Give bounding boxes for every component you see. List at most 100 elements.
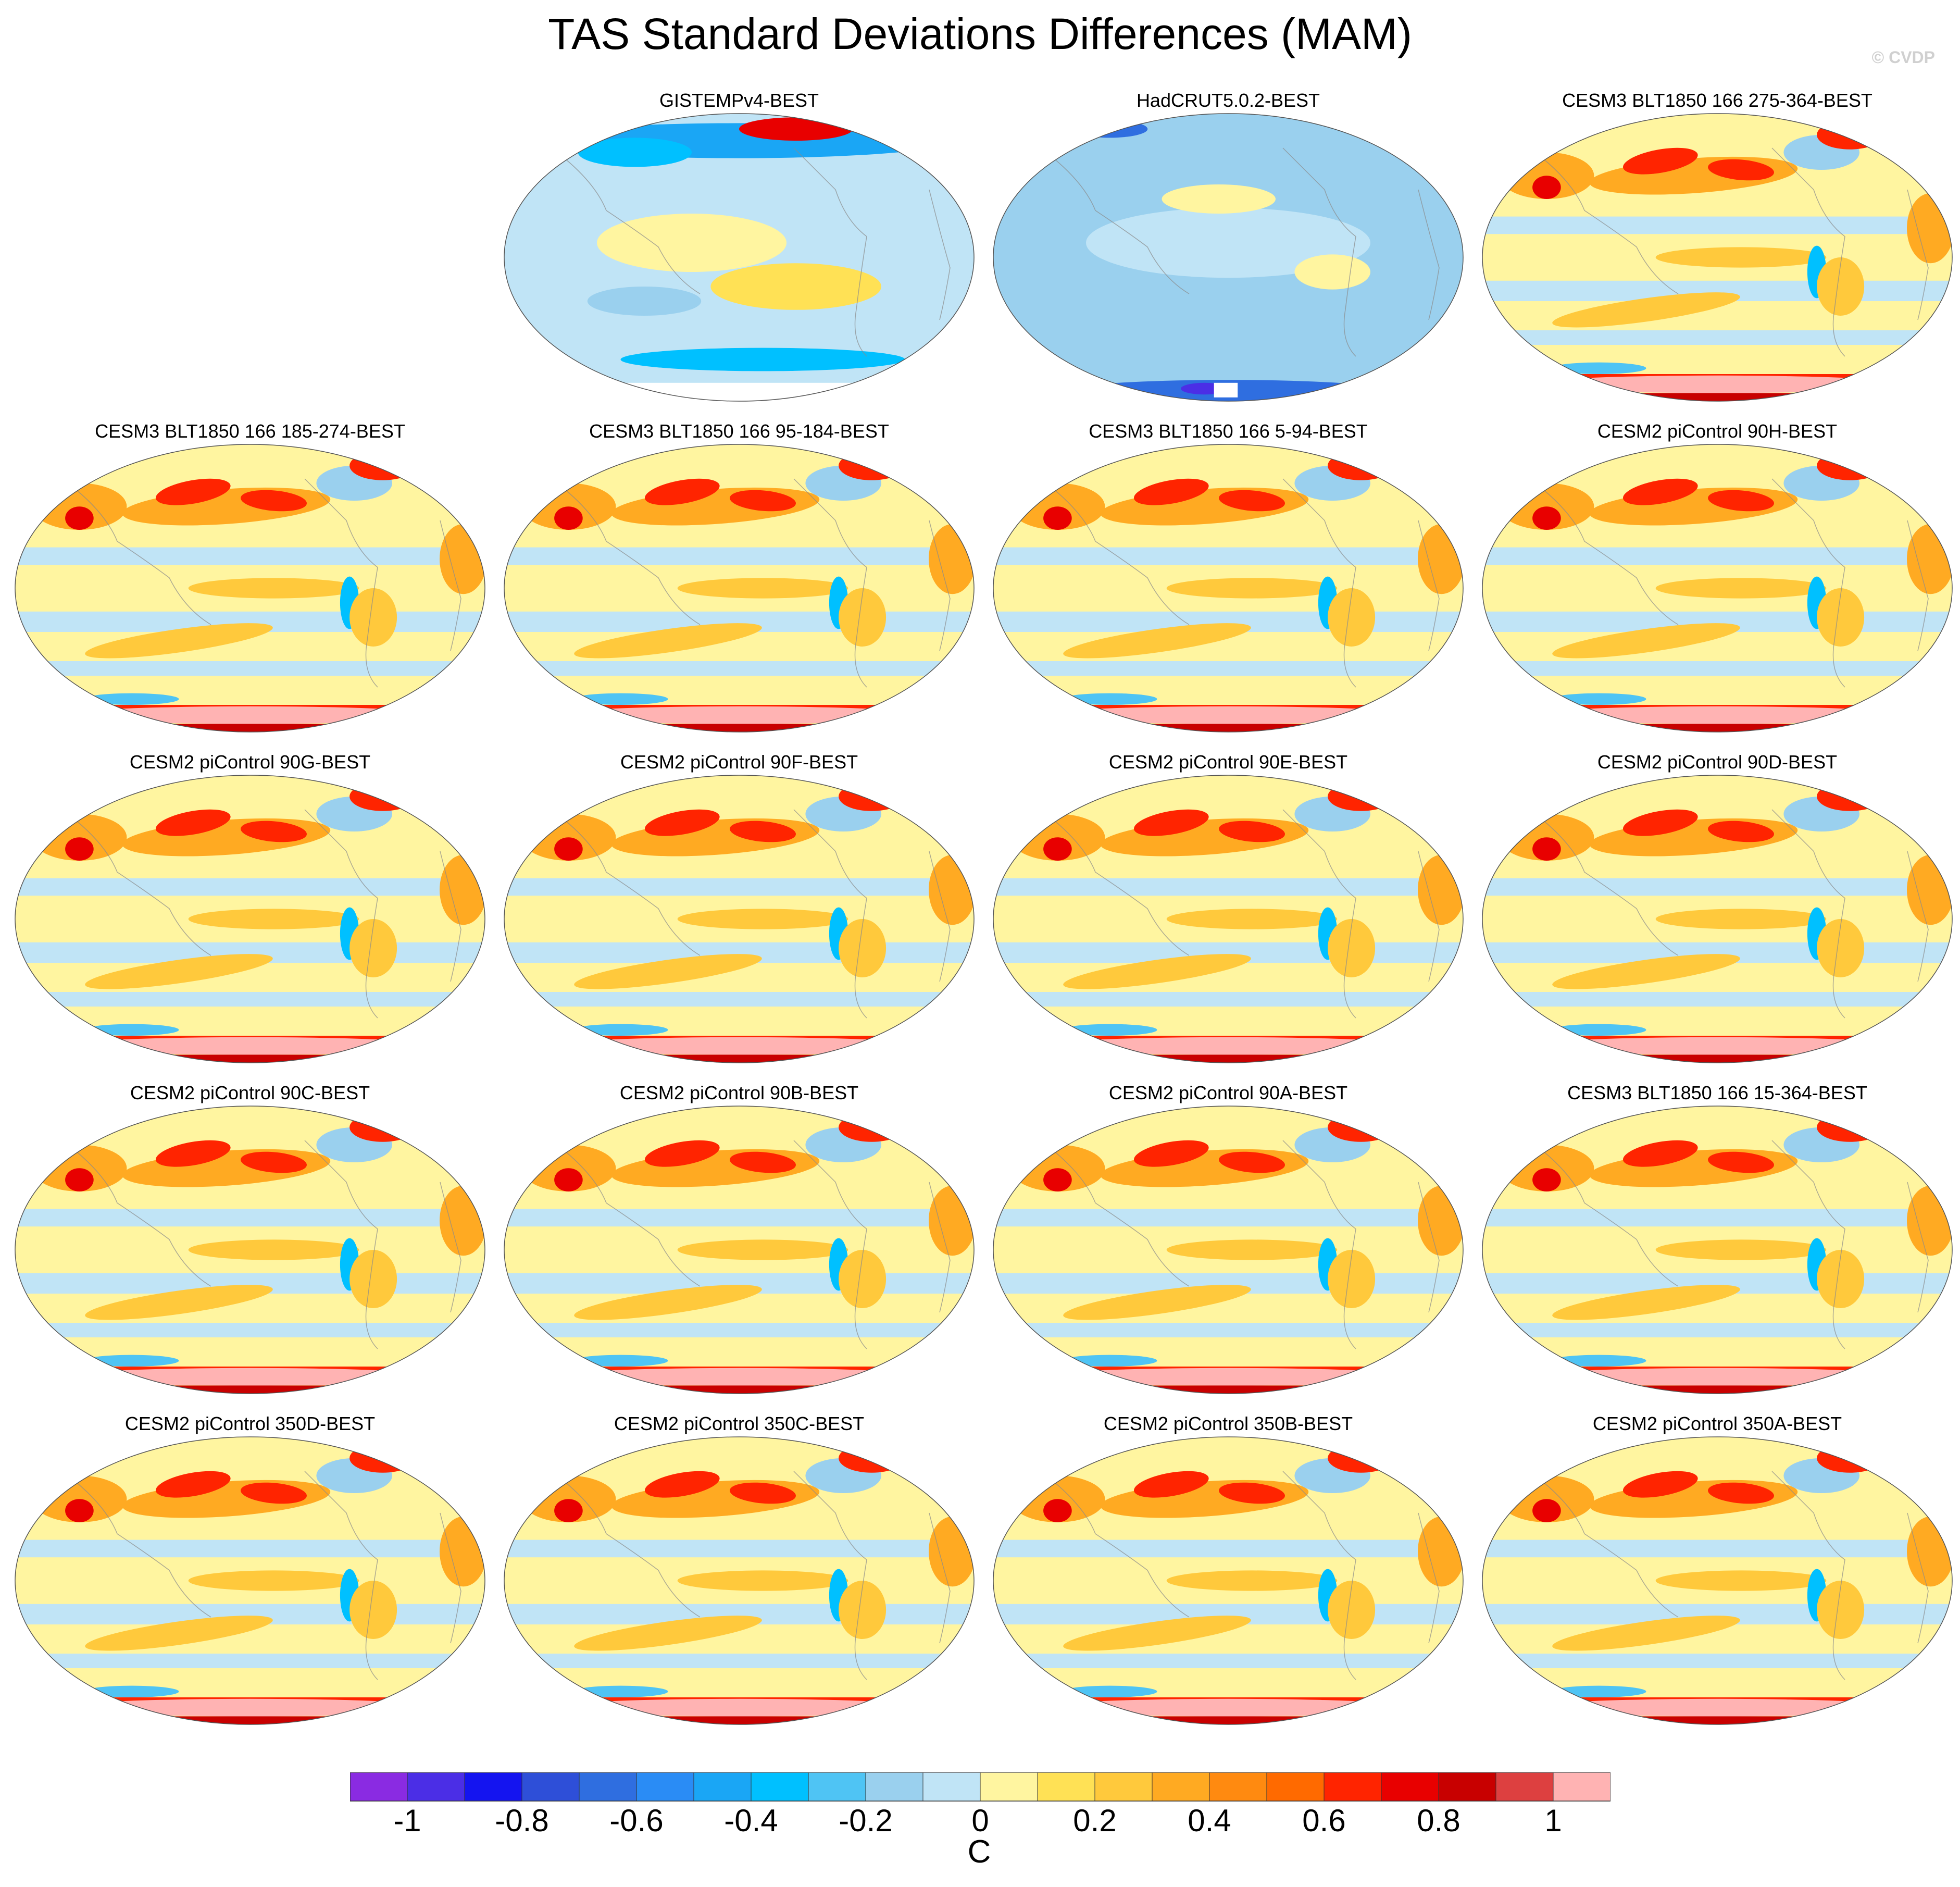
anomaly-patch <box>1532 837 1561 861</box>
colorbar-box <box>350 1772 408 1801</box>
panel-title: CESM2 piControl 90C-BEST <box>130 1082 370 1103</box>
anomaly-patch <box>1134 478 1209 505</box>
colorbar-box <box>1439 1772 1496 1801</box>
map-panel: CESM2 piControl 90H-BEST <box>1478 419 1957 753</box>
panel-title: CESM2 piControl 350A-BEST <box>1592 1413 1842 1434</box>
colorbar-tick-label: 0.6 <box>1302 1803 1345 1835</box>
coastline <box>1771 809 1845 1019</box>
colorbar-frame <box>350 1772 1611 1802</box>
coastline <box>1542 820 1679 956</box>
map-panel: CESM2 piControl 90B-BEST <box>500 1081 979 1414</box>
colorbar-box <box>579 1772 637 1801</box>
anomaly-patch <box>645 478 720 505</box>
anomaly-patch <box>1850 781 1888 800</box>
anomaly-patch <box>349 919 397 977</box>
anomaly-patch <box>730 821 796 842</box>
map-panel: CESM2 piControl 90E-BEST <box>989 750 1468 1084</box>
panel-title: CESM3 BLT1850 166 15-364-BEST <box>1567 1082 1867 1103</box>
anomaly-patch <box>710 263 881 310</box>
map-plot <box>15 444 485 733</box>
anomaly-patch <box>1328 781 1394 811</box>
colorbar-box <box>1553 1772 1611 1801</box>
anomaly-patch <box>677 909 848 929</box>
anomaly-patch <box>1551 1355 1646 1367</box>
coastline <box>793 809 867 1019</box>
anomaly-patch <box>1528 706 1907 724</box>
colorbar-box <box>808 1772 866 1801</box>
anomaly-band <box>504 1054 974 1063</box>
map-plot <box>504 1436 975 1725</box>
anomaly-band <box>15 661 485 676</box>
map-panel: HadCRUT5.0.2-BEST <box>989 89 1468 422</box>
anomaly-patch <box>1328 1443 1394 1473</box>
panel-title: CESM3 BLT1850 166 185-274-BEST <box>95 420 405 442</box>
anomaly-patch <box>1063 1285 1251 1320</box>
anomaly-patch <box>1528 375 1907 393</box>
map-plot <box>15 1106 485 1394</box>
coastline <box>1907 1182 1929 1313</box>
map-border <box>1482 775 1953 1063</box>
anomaly-patch <box>1850 120 1888 138</box>
coastline <box>1282 478 1356 688</box>
anomaly-patch <box>156 478 231 505</box>
anomaly-patch <box>156 1471 231 1498</box>
map-border <box>504 1436 975 1725</box>
coastline <box>1771 147 1845 357</box>
colorbar-tick-label: -1 <box>393 1803 421 1835</box>
colorbar-tick-label: -0.2 <box>839 1803 892 1835</box>
anomaly-patch <box>871 451 910 469</box>
colorbar-tick-label: -0.4 <box>724 1803 778 1835</box>
map-border <box>993 1106 1464 1394</box>
panel-title: CESM3 BLT1850 166 95-184-BEST <box>589 420 889 442</box>
anomaly-patch <box>1817 1581 1865 1639</box>
anomaly-patch <box>573 693 668 705</box>
map-field <box>1482 1437 1952 1724</box>
anomaly-patch <box>1552 1616 1740 1651</box>
anomaly-band <box>1482 216 1952 234</box>
panel-title: HadCRUT5.0.2-BEST <box>1136 90 1320 111</box>
coastline <box>1907 189 1929 320</box>
colorbar-box <box>1381 1772 1439 1801</box>
coastline <box>1418 1182 1440 1313</box>
coastline <box>1907 851 1929 982</box>
anomaly-patch <box>1817 588 1865 647</box>
anomaly-patch <box>597 214 787 272</box>
anomaly-patch <box>730 1151 796 1173</box>
coastline <box>75 489 211 625</box>
anomaly-patch <box>349 1443 416 1473</box>
anomaly-patch <box>188 1570 359 1591</box>
coastline <box>1282 147 1356 357</box>
anomaly-patch <box>554 1499 583 1522</box>
anomaly-patch <box>1063 954 1251 989</box>
anomaly-patch <box>573 1685 668 1697</box>
anomaly-patch <box>65 506 94 530</box>
coastline <box>793 478 867 688</box>
coastline <box>793 1140 867 1349</box>
map-panel: CESM3 BLT1850 166 15-364-BEST <box>1478 1081 1957 1414</box>
map-field <box>504 114 974 401</box>
map-plot <box>504 113 975 402</box>
anomaly-patch <box>60 1698 440 1717</box>
anomaly-patch <box>1039 706 1418 724</box>
anomaly-patch <box>85 954 273 989</box>
anomaly-patch <box>550 1037 929 1055</box>
anomaly-patch <box>60 1037 440 1055</box>
coastline <box>793 147 867 357</box>
coastline <box>1542 158 1679 294</box>
coastline <box>1542 489 1679 625</box>
anomaly-band <box>15 1054 485 1063</box>
coastline <box>564 158 701 294</box>
anomaly-patch <box>1655 578 1827 599</box>
anomaly-patch <box>1219 1151 1285 1173</box>
anomaly-band <box>504 878 974 896</box>
map-border <box>1482 1106 1953 1394</box>
coastline <box>564 1481 701 1618</box>
map-panel: CESM2 piControl 350C-BEST <box>500 1412 979 1745</box>
anomaly-patch <box>1071 120 1148 138</box>
map-border <box>993 113 1464 402</box>
map-field <box>993 775 1463 1063</box>
anomaly-patch <box>65 837 94 861</box>
map-field <box>504 1437 974 1724</box>
anomaly-patch <box>871 1112 910 1131</box>
credit-label: © CVDP <box>1871 48 1935 67</box>
